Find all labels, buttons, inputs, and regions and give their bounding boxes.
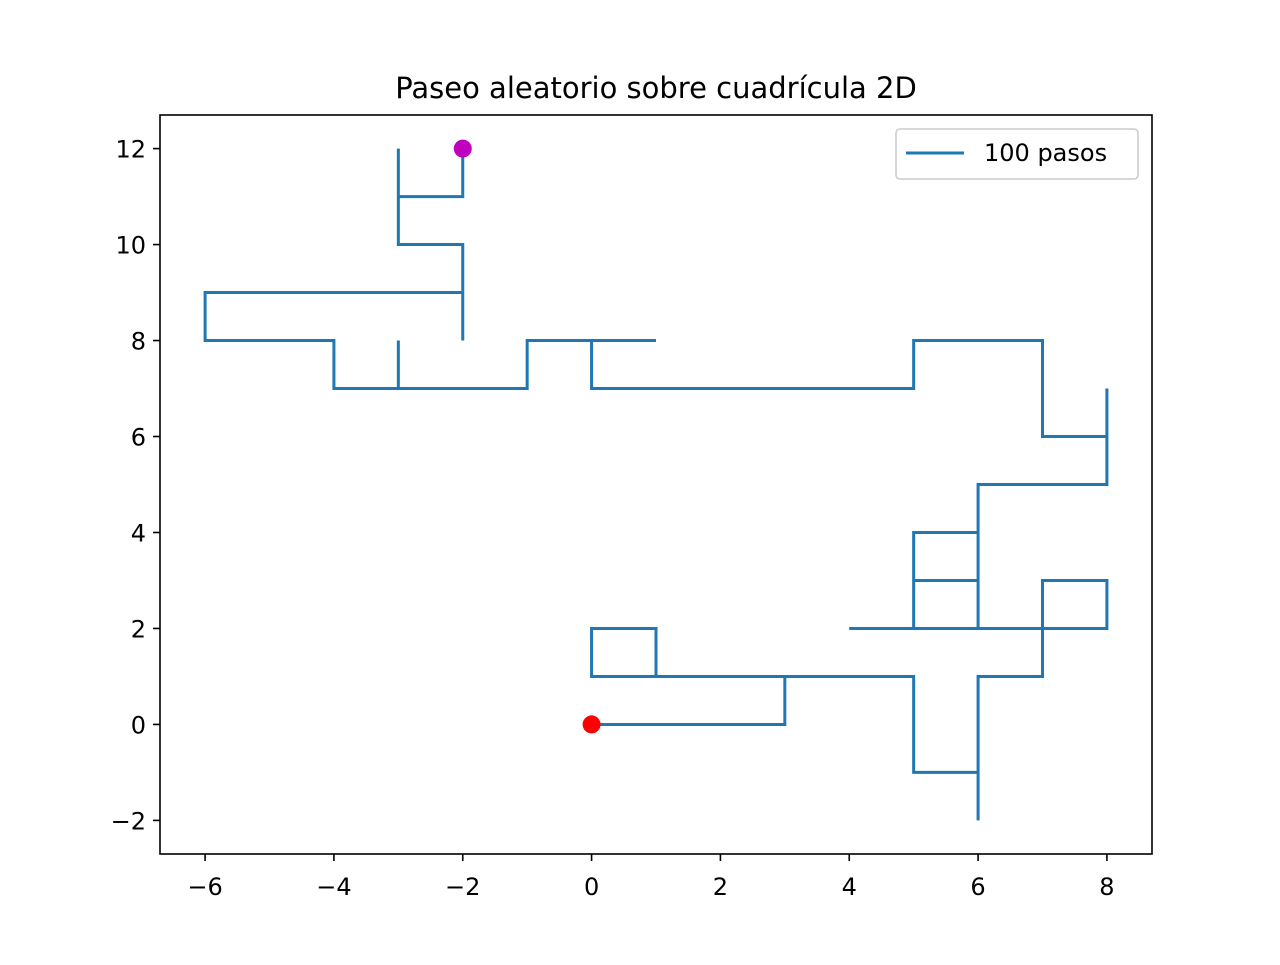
marker-inicio — [582, 715, 601, 734]
x-tick-label: 6 — [970, 873, 985, 901]
x-tick-label: 2 — [713, 873, 728, 901]
y-tick-label: 4 — [131, 519, 146, 547]
series-line-0 — [203, 148, 1109, 821]
x-tick-label: 0 — [584, 873, 599, 901]
y-tick-label: 10 — [115, 232, 146, 260]
y-tick-label: 8 — [131, 328, 146, 356]
legend-box — [895, 128, 1139, 180]
x-tick-label: −4 — [316, 873, 351, 901]
y-tick-label: 6 — [131, 424, 146, 452]
y-tick-label: −2 — [111, 807, 146, 835]
plot-frame — [159, 114, 1153, 855]
marker-fin — [453, 139, 472, 158]
legend-label: 100 pasos — [984, 139, 1107, 167]
x-tick-label: −2 — [445, 873, 480, 901]
x-tick-label: 8 — [1099, 873, 1114, 901]
y-tick-label: 0 — [131, 711, 146, 739]
legend: 100 pasos — [895, 128, 1139, 180]
x-tick-label: −6 — [187, 873, 222, 901]
y-tick-label: 12 — [115, 136, 146, 164]
y-tick-label: 2 — [131, 615, 146, 643]
chart-title: Paseo aleatorio sobre cuadrícula 2D — [395, 71, 917, 105]
x-tick-label: 4 — [842, 873, 857, 901]
